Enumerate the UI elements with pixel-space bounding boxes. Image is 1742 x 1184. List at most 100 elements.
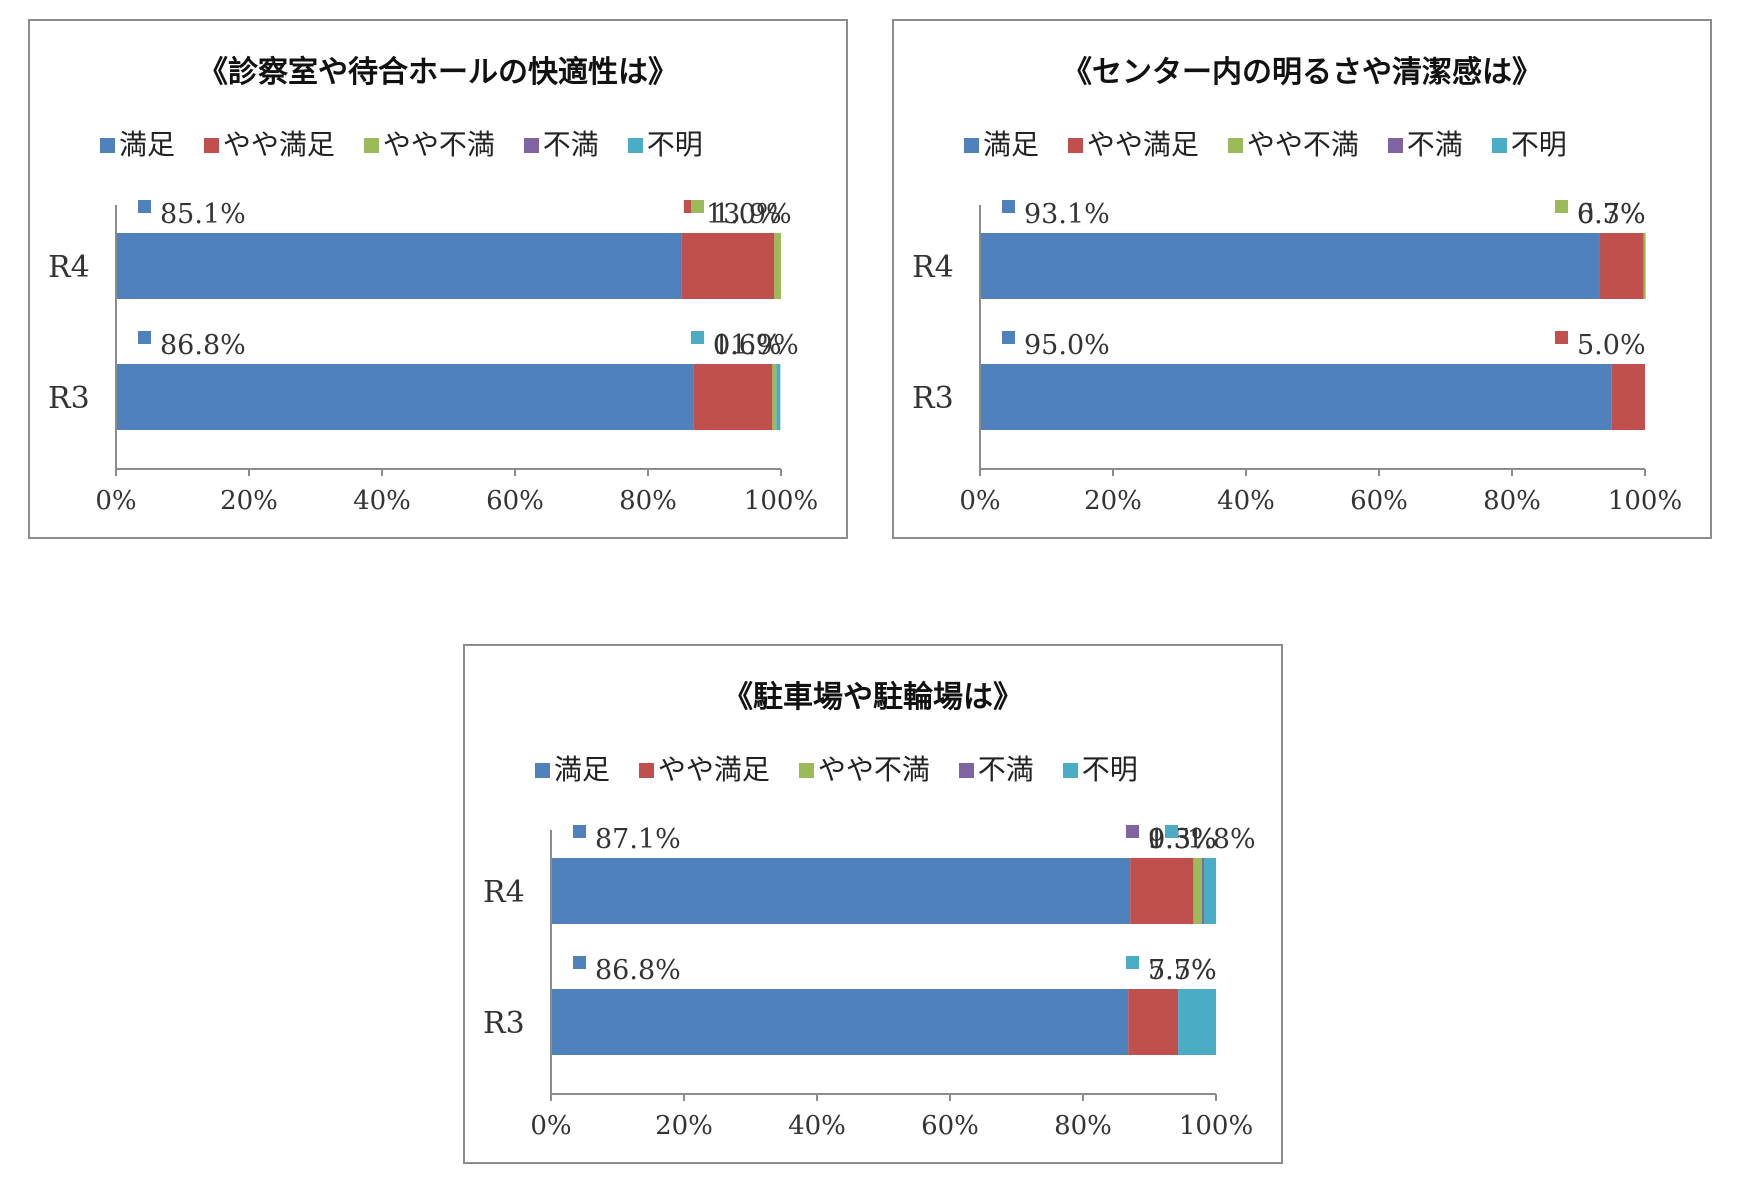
- bar-segment: [681, 233, 775, 299]
- legend-item-satisfied: 満足: [964, 123, 1039, 163]
- category-label: R3: [483, 1006, 525, 1041]
- legend-label: 不満: [1406, 128, 1463, 161]
- legend-label: 不明: [1081, 753, 1138, 786]
- legend-item-unknown: 不明: [1062, 748, 1138, 788]
- x-tick-label: 40%: [353, 486, 411, 516]
- value-label-marker: [573, 825, 586, 838]
- value-label: 5.7%: [1148, 955, 1217, 986]
- bar-segment: [774, 233, 781, 299]
- legend-swatch: [1062, 763, 1078, 778]
- value-label: 6.7%: [1577, 199, 1646, 230]
- category-label: R4: [48, 250, 90, 285]
- x-tick-label: 100%: [1179, 1111, 1253, 1141]
- legend-swatch: [523, 138, 539, 153]
- value-label: 9.5%: [1148, 824, 1217, 855]
- legend-item-somewhat-dissatisfied: やや不満: [1227, 123, 1359, 163]
- legend-item-dissatisfied: 不満: [1387, 123, 1463, 163]
- bar-segment: [1193, 858, 1203, 924]
- chart-legend: 満足 やや満足 やや不満 不満 不明: [100, 123, 723, 163]
- value-label: 0.6%: [713, 330, 782, 361]
- value-label: 86.8%: [160, 330, 246, 361]
- legend-label: やや不満: [1246, 128, 1359, 161]
- x-tick-label: 0%: [530, 1111, 571, 1141]
- value-label-marker: [138, 331, 151, 344]
- legend-swatch: [958, 763, 974, 778]
- value-label-marker: [1555, 200, 1568, 213]
- value-label-marker: [1165, 825, 1178, 838]
- bar-segment: [1611, 364, 1645, 430]
- legend-swatch: [1227, 138, 1243, 153]
- x-tick-label: 60%: [1350, 486, 1408, 516]
- x-tick-label: 60%: [486, 486, 544, 516]
- legend-swatch: [964, 138, 979, 153]
- x-tick-label: 20%: [220, 486, 278, 516]
- value-label: 93.1%: [1024, 199, 1110, 230]
- chart-panel-brightness: 《センター内の明るさや清潔感は》 満足 やや満足 やや不満 不満 不明 R4 93…: [892, 19, 1712, 539]
- legend-label: やや満足: [1086, 128, 1199, 161]
- legend-label: 不明: [646, 128, 703, 161]
- value-label: 1.3%: [1148, 824, 1217, 855]
- x-tick-label: 0%: [959, 486, 1000, 516]
- value-label: 13.9%: [706, 199, 792, 230]
- bar-segment: [980, 364, 1612, 430]
- legend-swatch: [1387, 138, 1403, 153]
- category-label: R4: [912, 250, 954, 285]
- bar-segment: [551, 989, 1129, 1055]
- x-tick-label: 80%: [1054, 1111, 1112, 1141]
- legend-swatch: [1491, 138, 1507, 153]
- value-label: 7.5%: [1148, 955, 1217, 986]
- chart-legend: 満足 やや満足 やや不満 不満 不明: [964, 123, 1587, 163]
- x-tick-label: 100%: [744, 486, 818, 516]
- legend-swatch: [627, 138, 643, 153]
- chart-title: 《センター内の明るさや清潔感は》: [1062, 55, 1542, 90]
- value-label-marker: [691, 200, 704, 213]
- legend-swatch: [100, 138, 115, 153]
- legend-item-satisfied: 満足: [100, 123, 175, 163]
- legend-item-dissatisfied: 不満: [958, 748, 1034, 788]
- legend-item-unknown: 不明: [1491, 123, 1567, 163]
- category-label: R3: [912, 381, 954, 416]
- chart-title: 《診察室や待合ホールの快適性は》: [198, 55, 678, 90]
- bar-segment: [693, 364, 773, 430]
- legend-swatch: [203, 138, 219, 153]
- value-label: 87.1%: [595, 824, 681, 855]
- legend-item-somewhat-satisfied: やや満足: [1067, 123, 1199, 163]
- x-tick-label: 100%: [1608, 486, 1682, 516]
- legend-item-dissatisfied: 不満: [523, 123, 599, 163]
- plot-area: R4 93.1% 6.7%0.3% R3 95.0% 5.0% 0% 20% 40% 60% 80%…: [912, 199, 1682, 516]
- value-label-marker: [1126, 825, 1139, 838]
- bar-segment: [1204, 858, 1216, 924]
- value-label-marker: [1002, 331, 1015, 344]
- bar-segment: [980, 233, 1600, 299]
- legend-label: やや満足: [657, 753, 770, 786]
- x-tick-label: 20%: [655, 1111, 713, 1141]
- value-label: 95.0%: [1024, 330, 1110, 361]
- value-label-marker: [573, 956, 586, 969]
- value-label: 0.3%: [1148, 824, 1217, 855]
- x-tick-label: 40%: [788, 1111, 846, 1141]
- chart-title: 《駐車場や駐輪場は》: [723, 680, 1023, 715]
- legend-item-somewhat-dissatisfied: やや不満: [798, 748, 930, 788]
- value-label: 86.8%: [595, 955, 681, 986]
- value-label: 0.6%: [713, 330, 782, 361]
- value-label: 85.1%: [160, 199, 246, 230]
- x-tick-label: 80%: [1483, 486, 1541, 516]
- bar-segment: [772, 364, 777, 430]
- x-tick-label: 0%: [95, 486, 136, 516]
- bar-segment: [776, 364, 781, 430]
- legend-label: やや不満: [382, 128, 495, 161]
- bar-segment: [116, 364, 694, 430]
- value-label: 0.3%: [1577, 199, 1646, 230]
- legend-label: 満足: [983, 128, 1040, 161]
- legend-label: 不明: [1510, 128, 1567, 161]
- x-tick-label: 80%: [619, 486, 677, 516]
- legend-swatch: [363, 138, 379, 153]
- legend-item-somewhat-satisfied: やや満足: [203, 123, 335, 163]
- bar-segment: [1643, 233, 1646, 299]
- bar-segment: [1178, 989, 1216, 1055]
- bar-segment: [1130, 858, 1194, 924]
- bar-segment: [551, 858, 1131, 924]
- chart-panel-parking: 《駐車場や駐輪場は》 満足 やや満足 やや不満 不満 不明 R4 87.1% 9.5…: [463, 644, 1283, 1164]
- category-label: R4: [483, 875, 525, 910]
